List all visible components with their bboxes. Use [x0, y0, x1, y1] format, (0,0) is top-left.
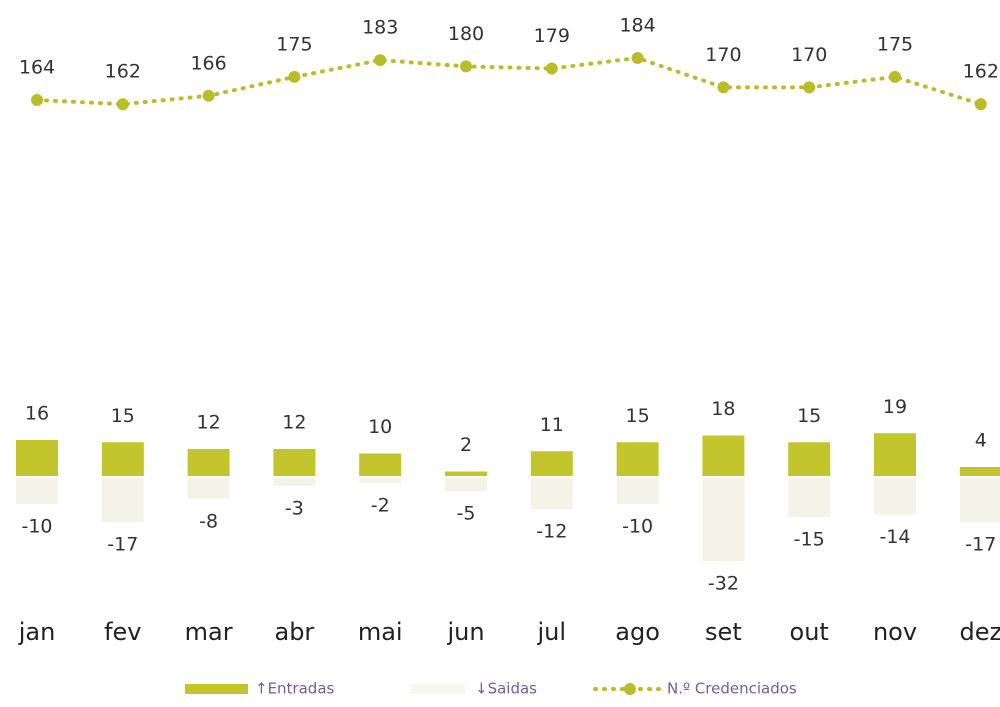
value-label: 166: [190, 52, 226, 74]
value-label: 170: [791, 44, 827, 66]
line: [35, 55, 983, 107]
value-label: 19: [883, 396, 907, 418]
value-label: 4: [975, 430, 987, 452]
x-tick-label: dez: [959, 618, 1000, 646]
point: [460, 60, 472, 73]
bar: [273, 449, 316, 476]
value-label: 179: [534, 25, 570, 47]
bar: [16, 440, 58, 476]
value-label: -17: [965, 534, 996, 556]
value-label: -2: [371, 495, 390, 517]
point: [631, 52, 644, 64]
value-label: -15: [794, 529, 825, 551]
x-tick-label: jul: [537, 618, 567, 646]
legend-swatch: [624, 683, 636, 695]
legend-label: N.º Credenciados: [667, 680, 797, 698]
legend-swatch: [410, 684, 465, 694]
bar: [959, 478, 1000, 523]
bar: [616, 442, 659, 476]
value-label: -14: [879, 526, 910, 548]
value-label: 175: [276, 33, 312, 55]
legend-swatch: [185, 684, 248, 694]
x-tick-label: mar: [185, 618, 233, 646]
x-tick-label: jun: [446, 618, 484, 646]
legend-label: ↑Entradas: [255, 680, 335, 698]
point: [717, 81, 730, 94]
value-label: -12: [536, 521, 567, 543]
point: [116, 98, 129, 111]
bar: [101, 478, 144, 523]
point: [803, 81, 816, 94]
value-label: -5: [457, 503, 476, 525]
value-label: 170: [705, 44, 741, 66]
point: [374, 54, 387, 67]
value-label: 12: [197, 412, 221, 434]
bar: [874, 433, 916, 476]
bar: [788, 442, 831, 476]
point: [288, 70, 301, 83]
bar: [445, 471, 487, 476]
value-label: 11: [540, 414, 564, 436]
point: [545, 62, 558, 75]
value-label: -17: [107, 534, 138, 556]
value-label: 164: [19, 57, 55, 79]
value-label: 15: [797, 405, 821, 427]
x-tick-label: fev: [104, 618, 141, 646]
bar: [359, 478, 402, 484]
bar: [530, 451, 573, 476]
value-label: -8: [199, 510, 218, 532]
bar: [616, 478, 659, 504]
x-tick-label: nov: [873, 618, 917, 646]
value-label: 162: [963, 61, 999, 83]
bar: [788, 478, 831, 517]
bar: [530, 478, 573, 510]
bar: [445, 478, 487, 491]
value-label: 2: [460, 434, 472, 456]
bar: [702, 435, 745, 476]
value-label: 12: [282, 412, 306, 434]
value-label: 15: [626, 405, 650, 427]
x-tick-label: out: [790, 618, 829, 646]
point: [974, 98, 987, 111]
bar: [702, 478, 745, 562]
x-tick-label: abr: [274, 618, 314, 646]
x-tick-label: mai: [358, 618, 403, 646]
legend-label: ↓Saidas: [475, 680, 537, 698]
value-label: 175: [877, 33, 913, 55]
point: [202, 89, 215, 102]
value-label: 184: [619, 15, 655, 37]
value-label: 16: [25, 403, 49, 425]
bar: [874, 478, 916, 515]
point: [889, 70, 901, 83]
x-tick-label: jan: [18, 618, 56, 646]
bar: [273, 478, 316, 486]
value-label: 18: [711, 398, 735, 420]
value-label: 183: [362, 17, 398, 39]
bar: [101, 442, 144, 476]
x-tick-label: set: [705, 618, 742, 646]
bar: [187, 478, 230, 499]
bar: [16, 478, 58, 504]
bar: [187, 449, 230, 476]
value-label: 180: [448, 23, 484, 45]
point: [31, 94, 43, 106]
bar: [359, 453, 402, 476]
x-tick-label: ago: [615, 618, 660, 646]
value-label: -3: [285, 497, 304, 519]
value-label: 162: [105, 61, 141, 83]
value-label: -10: [622, 516, 653, 538]
value-label: 15: [111, 405, 135, 427]
value-label: 10: [368, 416, 392, 438]
bar: [959, 467, 1000, 476]
value-label: -10: [21, 516, 52, 538]
value-label: -32: [708, 573, 739, 595]
